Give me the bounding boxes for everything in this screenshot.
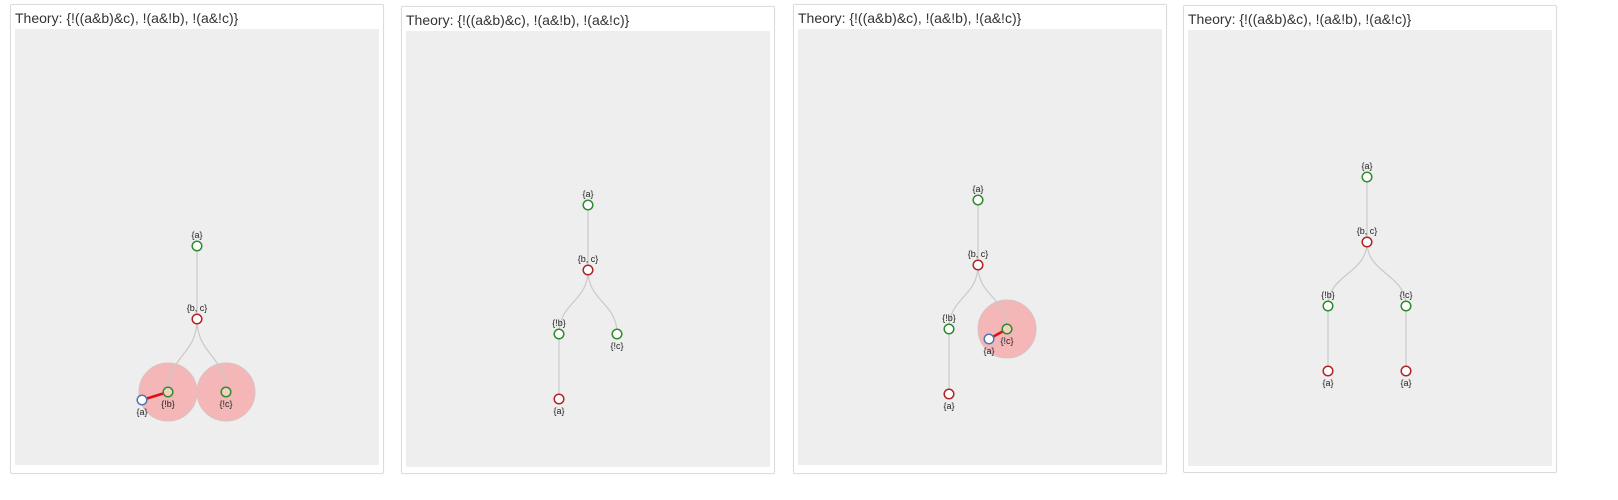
node-label: {!b} xyxy=(1321,290,1335,300)
tableau-node-n1 xyxy=(972,259,984,271)
tableau-panel-1: Theory: {!((a&b)&c), !(a&!b), !(a&!c)} {… xyxy=(10,4,384,474)
tableau-canvas[interactable]: {a} {b, c} {!b} {!c} {a} {a} xyxy=(1188,30,1552,466)
node-label: {a} xyxy=(582,189,593,199)
node-label: {a} xyxy=(136,407,147,417)
node-label: {a} xyxy=(972,184,983,194)
tableau-node-n2 xyxy=(943,323,955,335)
node-label: {!c} xyxy=(610,341,623,351)
tree-edge xyxy=(977,264,1008,330)
theory-title: Theory: {!((a&b)&c), !(a&!b), !(a&!c)} xyxy=(406,12,630,28)
node-layer: {a} {b, c} {!b} {!c} {a} xyxy=(136,230,233,417)
tree-edge xyxy=(196,318,227,393)
tree-edge xyxy=(1327,241,1368,307)
tableau-node-n5 xyxy=(1400,365,1412,377)
theory-title: Theory: {!((a&b)&c), !(a&!b), !(a&!c)} xyxy=(798,10,1022,26)
tableau-node-n2 xyxy=(553,328,565,340)
node-label: {a} xyxy=(1400,378,1411,388)
tableau-graph: {a} {b, c} {!b} {!c} {a} xyxy=(136,230,256,422)
edge-layer xyxy=(558,205,618,399)
theory-title: Theory: {!((a&b)&c), !(a&!b), !(a&!c)} xyxy=(15,10,239,26)
node-label: {a} xyxy=(191,230,202,240)
node-label: {!c} xyxy=(1000,336,1013,346)
node-label: {b, c} xyxy=(578,254,599,264)
tableau-node-n4 xyxy=(136,394,148,406)
node-label: {a} xyxy=(943,401,954,411)
node-layer: {a} {b, c} {!b} {!c} {a} xyxy=(552,189,623,416)
tableau-panel-4: Theory: {!((a&b)&c), !(a&!b), !(a&!c)} {… xyxy=(1183,5,1557,473)
tableau-node-n3 xyxy=(1001,323,1013,335)
tree-edge xyxy=(167,318,198,393)
tableau-graph: {a} {b, c} {!b} {!c} {a} xyxy=(552,189,623,416)
node-label: {b, c} xyxy=(1357,226,1378,236)
tableau-node-n2 xyxy=(162,386,174,398)
tableau-node-n3 xyxy=(220,386,232,398)
tableau-panel-3: Theory: {!((a&b)&c), !(a&!b), !(a&!c)} {… xyxy=(793,4,1167,474)
node-label: {b, c} xyxy=(968,249,989,259)
node-label: {!c} xyxy=(1399,290,1412,300)
tableau-canvas[interactable]: {a} {b, c} {!b} {!c} {a} xyxy=(15,29,379,465)
node-label: {!b} xyxy=(161,399,175,409)
tableau-node-root xyxy=(972,194,984,206)
node-layer: {a} {b, c} {!b} {!c} {a} {a} xyxy=(1321,161,1412,388)
node-label: {a} xyxy=(1361,161,1372,171)
node-label: {a} xyxy=(553,406,564,416)
node-layer: {a} {b, c} {!b} {!c} {a} {a} xyxy=(942,184,1013,411)
tableau-node-n1 xyxy=(191,313,203,325)
halo-layer xyxy=(138,362,256,422)
tableau-node-n4 xyxy=(553,393,565,405)
tableau-graph: {a} {b, c} {!b} {!c} {a} {a} xyxy=(1321,161,1412,388)
node-label: {b, c} xyxy=(187,303,208,313)
tableau-node-n3 xyxy=(611,328,623,340)
node-label: {!b} xyxy=(942,313,956,323)
tree-edge xyxy=(1366,241,1407,307)
tree-edge xyxy=(558,269,589,335)
node-label: {!b} xyxy=(552,318,566,328)
tableau-node-n5 xyxy=(983,333,995,345)
node-label: {a} xyxy=(983,346,994,356)
tableau-node-n3 xyxy=(1400,300,1412,312)
tree-edge xyxy=(948,264,979,330)
node-label: {!c} xyxy=(219,399,232,409)
tableau-node-root xyxy=(582,199,594,211)
tableau-node-n4 xyxy=(943,388,955,400)
theory-title: Theory: {!((a&b)&c), !(a&!b), !(a&!c)} xyxy=(1188,11,1412,27)
tree-edge xyxy=(587,269,618,335)
tableau-graph: {a} {b, c} {!b} {!c} {a} {a} xyxy=(942,184,1037,411)
tableau-node-root xyxy=(191,240,203,252)
tableau-node-n2 xyxy=(1322,300,1334,312)
tableau-node-n1 xyxy=(582,264,594,276)
tableau-canvas[interactable]: {a} {b, c} {!b} {!c} {a} {a} xyxy=(798,29,1162,465)
tableau-node-n4 xyxy=(1322,365,1334,377)
tableau-canvas[interactable]: {a} {b, c} {!b} {!c} {a} xyxy=(406,31,770,467)
edge-layer xyxy=(1327,177,1407,371)
tableau-panel-2: Theory: {!((a&b)&c), !(a&!b), !(a&!c)} {… xyxy=(401,6,775,474)
node-label: {a} xyxy=(1322,378,1333,388)
edge-layer xyxy=(948,200,1008,394)
tableau-node-n1 xyxy=(1361,236,1373,248)
tableau-node-root xyxy=(1361,171,1373,183)
